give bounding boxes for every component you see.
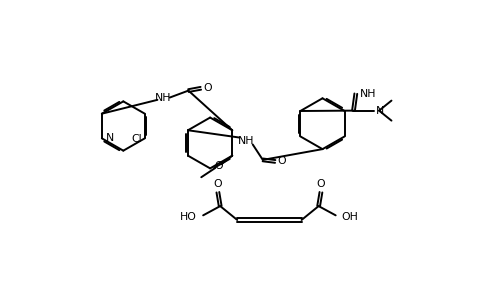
Text: HO: HO <box>180 212 197 222</box>
Text: OH: OH <box>342 212 359 222</box>
Text: O: O <box>203 83 212 93</box>
Text: NH: NH <box>238 137 255 146</box>
Text: N: N <box>106 133 114 143</box>
Text: O: O <box>214 161 223 171</box>
Text: NH: NH <box>155 93 172 103</box>
Text: Cl: Cl <box>132 134 142 144</box>
Text: NH: NH <box>360 89 376 99</box>
Text: O: O <box>316 179 325 189</box>
Text: O: O <box>214 179 222 189</box>
Text: N: N <box>376 105 384 116</box>
Text: O: O <box>278 156 286 166</box>
